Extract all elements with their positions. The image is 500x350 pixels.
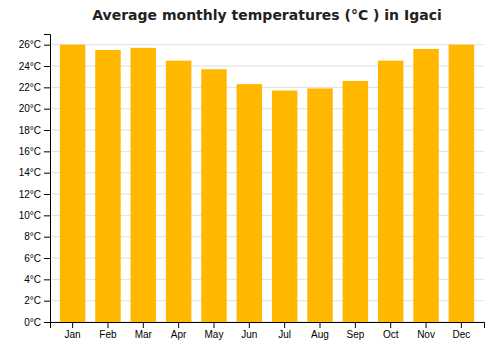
x-tick-label: Feb (99, 329, 117, 340)
y-tick-label: 6°C (24, 253, 41, 264)
x-tick: Jul (278, 322, 291, 340)
x-tick: Jan (65, 322, 81, 340)
y-tick-label: 2°C (24, 295, 41, 306)
y-axis-line (44, 35, 51, 323)
y-tick-label: 24°C (19, 61, 41, 72)
x-tick: Jun (241, 322, 257, 340)
y-tick-mark (44, 215, 50, 216)
y-tick-mark (44, 237, 50, 238)
x-tick-label: Jun (241, 329, 257, 340)
bar (60, 45, 85, 322)
x-tick: Oct (383, 322, 399, 340)
y-tick-label: 26°C (19, 39, 41, 50)
x-tick-mark (107, 322, 108, 328)
bar (378, 61, 403, 322)
y-tick-mark (44, 130, 50, 131)
x-tick-label: Jul (278, 329, 291, 340)
y-tick-label: 18°C (19, 125, 41, 136)
x-tick-mark (461, 322, 462, 328)
x-tick-mark (178, 322, 179, 328)
bar (201, 69, 226, 322)
y-tick-label: 16°C (19, 146, 41, 157)
x-tick-mark (143, 322, 144, 328)
y-tick: 24°C (19, 61, 50, 72)
y-tick: 12°C (19, 189, 50, 200)
y-tick-mark (44, 279, 50, 280)
x-tick-mark (390, 322, 391, 328)
y-tick-label: 8°C (24, 231, 41, 242)
y-tick-mark (44, 173, 50, 174)
x-tick: Mar (135, 322, 153, 340)
y-tick: 8°C (24, 231, 50, 242)
x-tick-label: Dec (452, 329, 470, 340)
y-tick-mark (44, 301, 50, 302)
grid (50, 45, 484, 322)
x-tick-mark (72, 322, 73, 328)
x-tick: May (205, 322, 224, 340)
x-tick-label: Mar (135, 329, 153, 340)
y-tick: 6°C (24, 253, 50, 264)
bar (95, 50, 120, 322)
y-tick-mark (44, 45, 50, 46)
x-tick-label: Apr (171, 329, 187, 340)
x-tick-label: Nov (417, 329, 435, 340)
y-tick-mark (44, 87, 50, 88)
y-tick: 18°C (19, 125, 50, 136)
x-tick: Sep (346, 322, 364, 340)
x-tick-mark (320, 322, 321, 328)
y-axis: 0°C 2°C 4°C 6°C 8°C 10°C 12°C 14°C 16°C 18°C 20°C 2… (19, 35, 51, 328)
bar (237, 84, 262, 322)
x-tick-label: Oct (383, 329, 399, 340)
x-tick: Aug (311, 322, 329, 340)
x-tick-mark (284, 322, 285, 328)
y-tick-mark (44, 322, 50, 323)
x-tick-mark (249, 322, 250, 328)
y-tick-mark (44, 194, 50, 195)
x-axis: Jan Feb Mar Apr May Jun Jul Aug Sep Oct Nov Dec (51, 322, 485, 340)
y-tick-mark (44, 66, 50, 67)
y-tick-label: 0°C (24, 317, 41, 328)
y-tick: 14°C (19, 167, 50, 178)
bar (307, 88, 332, 322)
chart: 0°C 2°C 4°C 6°C 8°C 10°C 12°C 14°C 16°C 18°C 20°C 2… (0, 0, 500, 350)
y-tick-label: 20°C (19, 103, 41, 114)
x-tick-label: May (205, 329, 224, 340)
title: Average monthly temperatures (°C ) in Ig… (92, 7, 441, 23)
grid-line (50, 44, 484, 45)
y-tick-label: 12°C (19, 189, 41, 200)
x-tick-label: Jan (65, 329, 81, 340)
y-tick-label: 14°C (19, 167, 41, 178)
y-tick-mark (44, 109, 50, 110)
y-tick: 20°C (19, 103, 50, 114)
y-tick-label: 22°C (19, 82, 41, 93)
y-tick: 22°C (19, 82, 50, 93)
x-tick-mark (355, 322, 356, 328)
bar (449, 45, 474, 322)
x-tick: Nov (417, 322, 435, 340)
y-tick-label: 10°C (19, 210, 41, 221)
x-tick-label: Sep (346, 329, 364, 340)
y-tick-mark (44, 258, 50, 259)
bar (413, 49, 438, 322)
y-tick: 2°C (24, 295, 50, 306)
bar (166, 61, 191, 322)
x-tick: Feb (99, 322, 117, 340)
x-tick: Dec (452, 322, 470, 340)
bar (131, 48, 156, 322)
x-tick-label: Aug (311, 329, 329, 340)
x-axis-line (51, 323, 485, 329)
x-tick-mark (426, 322, 427, 328)
y-tick: 16°C (19, 146, 50, 157)
bar (272, 91, 297, 322)
y-tick: 0°C (24, 317, 50, 328)
plot-area (60, 45, 474, 322)
y-tick-mark (44, 151, 50, 152)
y-tick-label: 4°C (24, 274, 41, 285)
x-tick: Apr (171, 322, 187, 340)
y-tick: 4°C (24, 274, 50, 285)
y-tick: 26°C (19, 39, 50, 50)
bar (343, 81, 368, 322)
x-tick-mark (213, 322, 214, 328)
y-tick: 10°C (19, 210, 50, 221)
